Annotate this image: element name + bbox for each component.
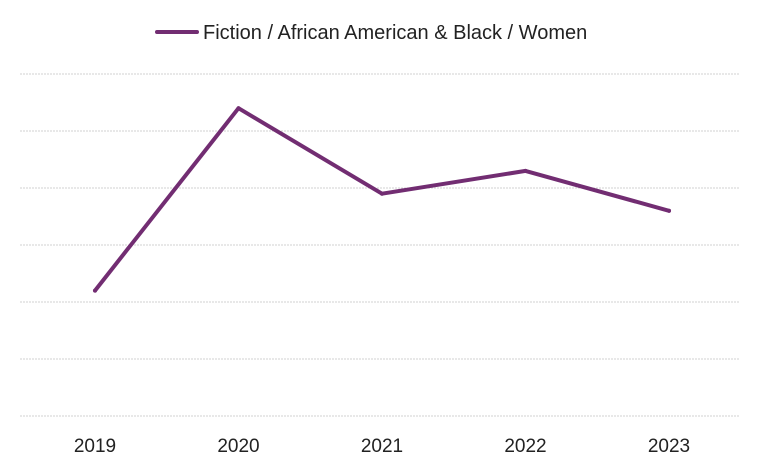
data-point-2020 <box>236 106 241 111</box>
data-point-2021 <box>380 191 384 196</box>
legend-label: Fiction / African American & Black / Wom… <box>203 22 587 44</box>
x-axis-tick-labels: 2019 2020 2021 2022 2023 <box>74 436 690 457</box>
x-tick-label-2020: 2020 <box>217 436 259 457</box>
x-tick-label-2021: 2021 <box>361 436 403 457</box>
series-group <box>93 106 671 293</box>
data-point-2022 <box>523 168 528 173</box>
data-point-2023 <box>667 208 671 213</box>
legend: Fiction / African American & Black / Wom… <box>155 22 587 44</box>
x-tick-label-2022: 2022 <box>504 436 546 457</box>
series-line-0 <box>93 106 671 293</box>
x-tick-label-2019: 2019 <box>74 436 116 457</box>
x-tick-label-2023: 2023 <box>648 436 690 457</box>
gridlines <box>20 73 740 417</box>
data-point-2019 <box>93 288 97 293</box>
